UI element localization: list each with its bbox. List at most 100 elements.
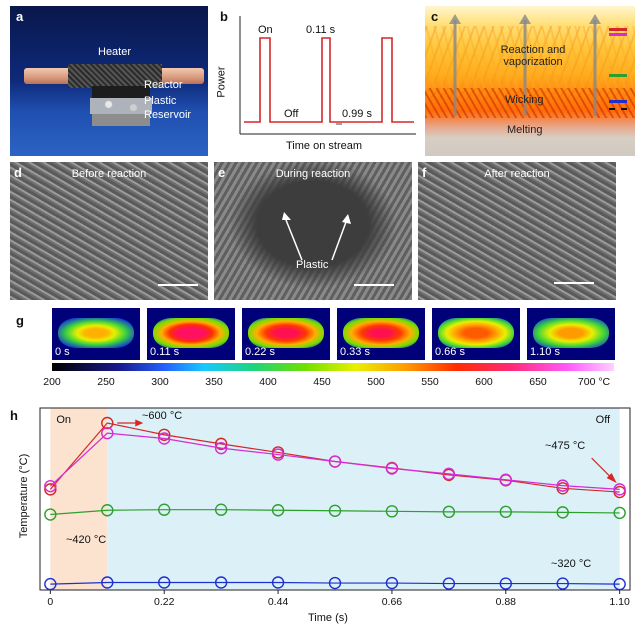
power-pulse-line: [244, 37, 414, 123]
thermal-time-3: 0.33 s: [340, 346, 370, 358]
carbon-felt: [68, 64, 162, 88]
marker-dashed: [609, 108, 627, 110]
point-green: [101, 504, 114, 517]
point-green: [214, 503, 228, 516]
thermal-time-0: 0 s: [55, 346, 70, 358]
plastic-label: Plastic: [144, 95, 177, 107]
thermal-image-0: 0 s: [52, 308, 140, 360]
point-red: [158, 428, 171, 441]
e-scale-bar: [354, 284, 394, 286]
thermal-blob: [58, 318, 134, 348]
point-magenta: [442, 467, 456, 481]
point-magenta: [385, 462, 399, 475]
x-ticks: 0 0.22 0.44 0.66 0.88 1.10: [47, 590, 630, 608]
c-reaction-label: Reaction and vaporization: [500, 44, 566, 68]
f-scale-bar: [554, 282, 594, 284]
thermal-image-3: 0.33 s: [337, 308, 425, 360]
e-title: During reaction: [275, 168, 351, 180]
b-on-label: On: [258, 24, 273, 36]
point-red: [44, 483, 57, 496]
series-group: [44, 416, 626, 591]
c-melting-label: Melting: [507, 124, 543, 136]
point-red: [214, 437, 228, 451]
point-blue: [385, 576, 399, 590]
b-ylabel: Power: [215, 66, 228, 98]
d-scale-bar: [158, 284, 198, 286]
point-magenta: [613, 483, 626, 496]
on-region: [50, 408, 108, 590]
series-line-magenta: [49, 432, 620, 490]
thermal-time-4: 0.66 s: [435, 346, 465, 358]
point-magenta: [556, 479, 569, 492]
point-magenta: [271, 448, 285, 461]
cbar-tick: 650: [529, 376, 547, 388]
point-blue: [271, 576, 285, 589]
reactor-label: Reactor: [144, 79, 183, 91]
heater-label: Heater: [98, 46, 132, 58]
cbar-tick: 400: [259, 376, 277, 388]
point-blue: [214, 576, 228, 589]
point-green: [442, 505, 456, 519]
reaction-fibers: [425, 26, 635, 88]
panel-label-d: d: [14, 165, 22, 180]
point-blue: [101, 576, 114, 589]
cbar-tick: 450: [313, 376, 331, 388]
annotation-475: ~475 °C: [545, 440, 586, 452]
point-red: [101, 416, 114, 430]
x-tick-label: 1.10: [609, 596, 630, 608]
marker-red: [609, 28, 627, 31]
c-arrows: [449, 14, 601, 116]
thermal-image-1: 0.11 s: [147, 308, 235, 360]
thermal-time-1: 0.11 s: [150, 346, 180, 358]
on-label: On: [56, 414, 72, 426]
cbar-tick: 200: [43, 376, 61, 388]
plot-frame: [39, 407, 631, 591]
point-blue: [499, 577, 512, 590]
point-green: [613, 506, 626, 520]
point-blue: [556, 577, 569, 590]
cbar-tick: 250: [97, 376, 115, 388]
thermal-image-2: 0.22 s: [242, 308, 330, 360]
e-arrows: [282, 212, 351, 261]
cbar-tick: 500: [367, 376, 385, 388]
b-toff-label: 0.99 s: [342, 108, 372, 120]
annotation-arrows: [117, 419, 617, 484]
arrow-600-head: [135, 419, 144, 427]
e-plastic-label: Plastic: [296, 259, 329, 271]
point-magenta: [214, 441, 228, 455]
thermal-blob: [153, 318, 229, 348]
point-green: [385, 505, 399, 518]
f-title: After reaction: [484, 168, 550, 180]
panel-d-sem: d Before reaction: [10, 162, 208, 300]
reservoir-block: [92, 114, 150, 126]
point-blue: [158, 576, 171, 589]
panel-label-c: c: [431, 9, 439, 24]
marker-green: [609, 74, 627, 77]
thermal-image-4: 0.66 s: [432, 308, 520, 360]
point-blue: [442, 577, 456, 590]
panel-c-schematic: c Reaction and vaporization Wicking Melt…: [425, 6, 635, 156]
cbar-tick: 600: [475, 376, 493, 388]
point-magenta: [101, 426, 114, 440]
x-tick-label: 0.88: [496, 596, 517, 608]
x-axis-label: Time (s): [308, 612, 348, 624]
wicking-fibers: [425, 88, 635, 118]
thermal-blob: [248, 318, 324, 348]
annotation-320: ~320 °C: [551, 558, 592, 570]
thermal-blob: [533, 318, 609, 348]
panel-f-sem: f After reaction: [418, 162, 616, 300]
b-xlabel: Time on stream: [286, 140, 363, 152]
point-green: [271, 504, 285, 517]
point-magenta: [328, 455, 342, 468]
marker-magenta: [609, 33, 627, 36]
off-label: Off: [595, 414, 611, 426]
panel-a-photo: a Heater Reactor Plastic Reservoir: [10, 6, 208, 156]
panel-label-b: b: [220, 9, 228, 24]
panel-label-h: h: [10, 408, 18, 423]
x-tick-label: 0.44: [268, 596, 289, 608]
point-magenta: [44, 479, 57, 493]
plastic-layer: [90, 98, 152, 114]
thermal-blob: [343, 318, 419, 348]
point-blue: [613, 577, 626, 591]
arrow-475-head: [606, 473, 617, 484]
